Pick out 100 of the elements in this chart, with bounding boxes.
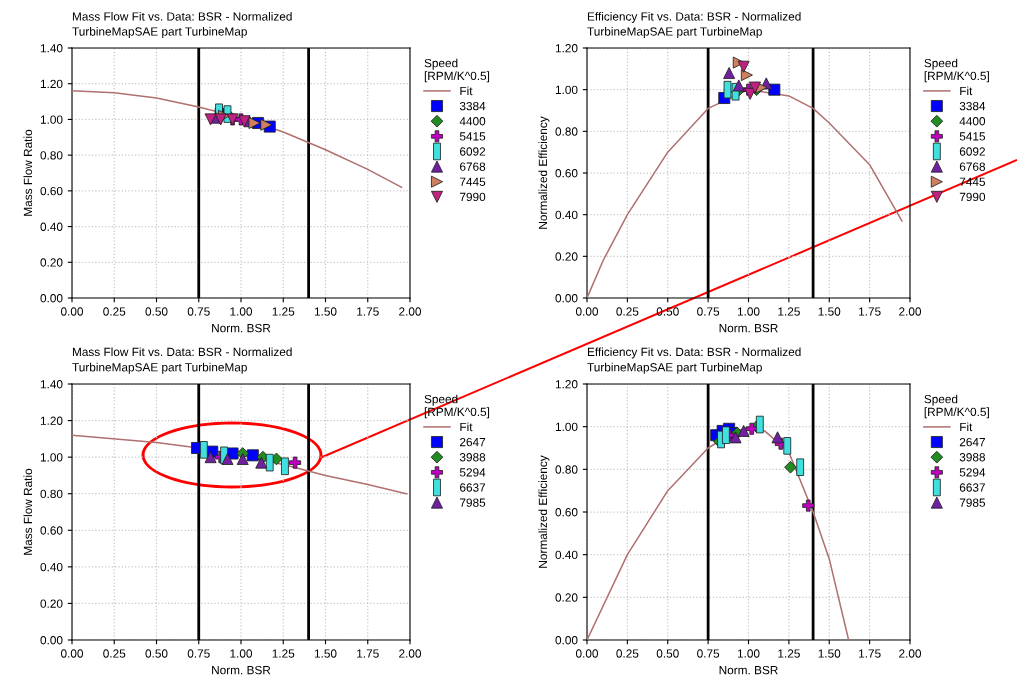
chart-subtitle: TurbineMapSAE part TurbineMap (587, 362, 762, 374)
chart-title: Mass Flow Fit vs. Data: BSR - Normalized (72, 347, 292, 357)
y-axis-title: Mass Flow Ratio (23, 129, 33, 216)
y-tick-label: 0.80 (555, 127, 578, 136)
x-axis-title: Norm. BSR (212, 665, 271, 675)
y-axis-title: Mass Flow Ratio (23, 468, 33, 555)
y-axis-title: Normalized Efficiency (538, 455, 550, 568)
legend-label: 6092 (460, 147, 486, 156)
y-tick-label: 0.60 (40, 186, 63, 196)
legend-label: 2647 (959, 437, 985, 447)
legend-title: Speed [RPM/K^0.5] (924, 58, 989, 83)
legend-title: Speed [RPM/K^0.5] (424, 58, 490, 83)
chart-title: Efficiency Fit vs. Data: BSR - Normalized (587, 347, 801, 359)
legend-label: 5415 (959, 132, 986, 141)
x-tick-label: 2.00 (899, 649, 922, 658)
x-tick-label: 0.25 (103, 307, 126, 316)
x-tick-label: 0.00 (60, 649, 84, 658)
legend-label: 6768 (460, 162, 486, 171)
x-axis-title: Norm. BSR (212, 323, 271, 333)
x-tick-label: 0.25 (616, 649, 639, 658)
x-tick-label: 1.75 (357, 307, 379, 316)
legend-label: 6768 (959, 162, 986, 171)
x-tick-label: 1.75 (859, 649, 881, 658)
chart-subtitle: TurbineMapSAE part TurbineMap (72, 27, 247, 38)
x-tick-label: 0.25 (103, 649, 126, 658)
y-tick-label: 0.00 (555, 636, 578, 645)
x-tick-label: 1.75 (357, 649, 379, 658)
chart-subtitle: TurbineMapSAE part TurbineMap (587, 27, 762, 38)
y-tick-label: 0.20 (555, 252, 578, 261)
x-tick-label: 0.50 (145, 307, 168, 316)
legend-label: 5415 (459, 132, 486, 141)
y-tick-label: 0.20 (40, 258, 63, 267)
x-tick-label: 0.00 (575, 307, 599, 316)
legend-label: 7985 (959, 498, 986, 507)
y-axis-title: Normalized Efficiency (538, 116, 550, 229)
legend-label: Fit (460, 422, 473, 432)
y-tick-label: 0.40 (555, 210, 578, 220)
y-tick-label: 0.60 (555, 169, 578, 178)
y-tick-label: 1.40 (40, 380, 63, 389)
legend-label: 6637 (959, 483, 985, 492)
y-tick-label: 0.40 (555, 550, 578, 560)
x-tick-label: 2.00 (399, 307, 422, 316)
x-tick-label: 1.00 (230, 649, 253, 658)
x-tick-label: 2.00 (899, 307, 922, 316)
x-axis-title: Norm. BSR (719, 323, 778, 333)
x-tick-label: 0.00 (575, 649, 599, 658)
x-tick-label: 1.50 (314, 649, 337, 658)
y-tick-label: 0.80 (40, 489, 63, 499)
legend-label: 7990 (959, 192, 986, 202)
y-tick-label: 0.20 (555, 593, 578, 602)
x-tick-label: 1.50 (818, 307, 841, 316)
chart-title: Mass Flow Fit vs. Data: BSR - Normalized (72, 12, 292, 21)
legend-label: Fit (460, 86, 473, 96)
y-tick-label: 1.40 (40, 44, 63, 53)
x-tick-label: 0.75 (187, 307, 210, 316)
y-tick-label: 0.40 (40, 562, 63, 572)
legend-label: 5294 (959, 468, 986, 477)
y-tick-label: 1.00 (555, 85, 578, 95)
x-tick-label: 0.75 (697, 649, 720, 658)
y-tick-label: 1.20 (40, 416, 63, 425)
x-tick-label: 0.50 (656, 649, 679, 658)
y-tick-label: 0.20 (40, 599, 63, 608)
y-tick-label: 1.00 (555, 422, 578, 432)
x-tick-label: 1.50 (818, 649, 841, 658)
legend-label: 3384 (459, 101, 486, 111)
legend-title: Speed [RPM/K^0.5] (924, 394, 989, 419)
chart-subtitle: TurbineMapSAE part TurbineMap (72, 362, 247, 374)
y-tick-label: 1.20 (555, 380, 578, 389)
x-tick-label: 0.25 (616, 307, 639, 316)
y-tick-label: 0.40 (40, 222, 63, 231)
x-tick-label: 1.75 (859, 307, 881, 316)
x-tick-label: 1.00 (230, 307, 253, 316)
y-tick-label: 1.00 (40, 115, 63, 124)
legend-label: 7445 (460, 177, 486, 186)
y-tick-label: 0.80 (40, 151, 63, 160)
chart-title: Efficiency Fit vs. Data: BSR - Normalized (587, 12, 801, 23)
legend-label: 6637 (460, 483, 486, 492)
y-tick-label: 0.00 (555, 294, 578, 303)
x-tick-label: 1.25 (272, 307, 295, 316)
x-tick-label: 1.25 (778, 307, 800, 316)
x-tick-label: 1.25 (272, 649, 295, 658)
x-tick-label: 1.50 (314, 307, 337, 316)
y-tick-label: 1.00 (40, 453, 63, 462)
x-tick-label: 0.75 (187, 649, 210, 658)
y-tick-label: 0.80 (555, 465, 578, 474)
legend-label: 5294 (459, 468, 486, 477)
legend-label: Fit (960, 86, 973, 96)
x-tick-label: 0.50 (145, 649, 168, 658)
legend-label: 2647 (460, 437, 486, 447)
x-tick-label: 0.75 (697, 307, 720, 316)
x-tick-label: 1.25 (778, 649, 800, 658)
y-tick-label: 1.20 (40, 79, 63, 89)
legend-label: 3988 (959, 453, 986, 462)
y-tick-label: 0.60 (555, 508, 578, 517)
legend-label: Fit (960, 422, 973, 432)
legend-label: 3384 (959, 101, 986, 111)
legend-title: Speed [RPM/K^0.5] (424, 394, 490, 419)
x-axis-title: Norm. BSR (719, 665, 778, 675)
legend-label: 4400 (959, 117, 986, 126)
y-tick-label: 0.00 (40, 294, 63, 303)
